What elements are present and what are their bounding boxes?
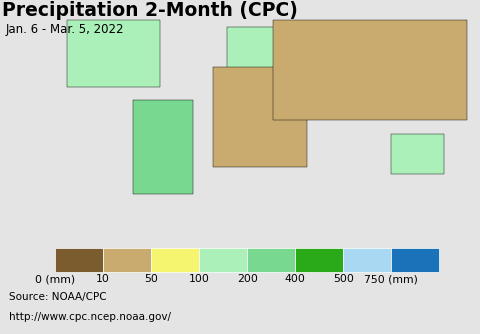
FancyBboxPatch shape bbox=[391, 134, 444, 174]
Text: 50: 50 bbox=[144, 274, 158, 284]
Text: 750 (mm): 750 (mm) bbox=[364, 274, 418, 284]
Bar bbox=[199, 248, 247, 272]
FancyBboxPatch shape bbox=[67, 20, 160, 87]
FancyBboxPatch shape bbox=[273, 20, 467, 120]
Text: 100: 100 bbox=[189, 274, 210, 284]
Bar bbox=[151, 248, 199, 272]
Bar bbox=[295, 248, 343, 272]
FancyBboxPatch shape bbox=[213, 67, 307, 167]
Text: 10: 10 bbox=[96, 274, 110, 284]
Text: Source: NOAA/CPC: Source: NOAA/CPC bbox=[9, 292, 106, 302]
FancyBboxPatch shape bbox=[227, 27, 280, 73]
Text: 0 (mm): 0 (mm) bbox=[35, 274, 75, 284]
Text: Precipitation 2-Month (CPC): Precipitation 2-Month (CPC) bbox=[2, 1, 298, 20]
Text: 400: 400 bbox=[285, 274, 306, 284]
FancyBboxPatch shape bbox=[133, 100, 193, 194]
Bar bbox=[247, 248, 295, 272]
Text: 200: 200 bbox=[237, 274, 258, 284]
Text: 500: 500 bbox=[333, 274, 354, 284]
Text: Jan. 6 - Mar. 5, 2022: Jan. 6 - Mar. 5, 2022 bbox=[6, 23, 124, 36]
Bar bbox=[103, 248, 151, 272]
Bar bbox=[343, 248, 391, 272]
Bar bbox=[391, 248, 439, 272]
Text: http://www.cpc.ncep.noaa.gov/: http://www.cpc.ncep.noaa.gov/ bbox=[9, 312, 171, 322]
Bar bbox=[55, 248, 103, 272]
